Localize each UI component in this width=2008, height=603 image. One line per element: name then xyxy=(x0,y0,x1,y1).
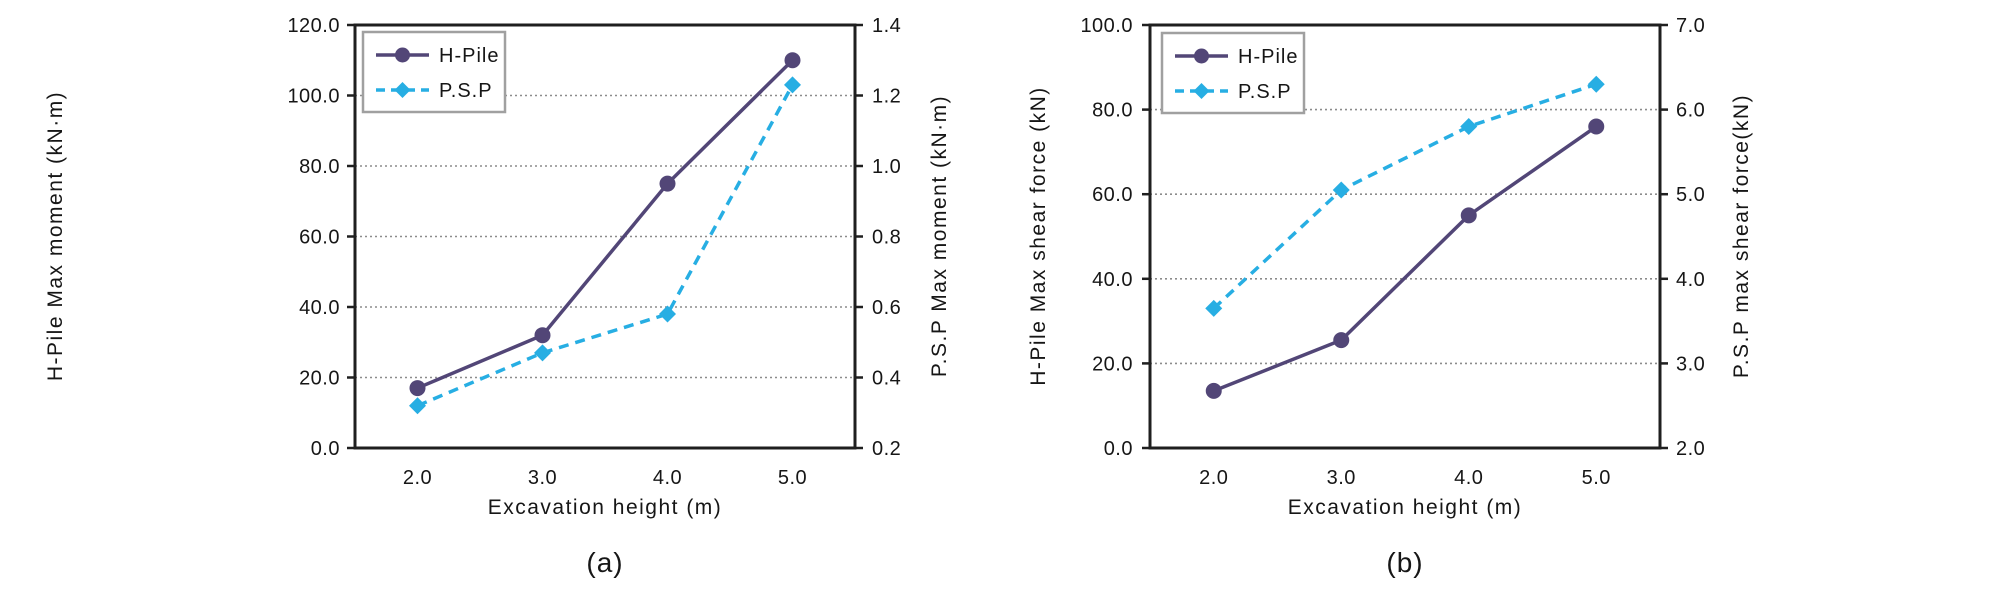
right-axis-tick-label: 2.0 xyxy=(1676,438,1705,460)
legend-label-p.s.p: P.S.P xyxy=(1238,81,1292,103)
series-line-h-pile xyxy=(416,59,794,390)
plot-frame xyxy=(1148,23,1662,450)
chart-b-caption: (b) xyxy=(1386,547,1423,578)
chart-a: 120.0 100.0 80.0 60.0 40.0 20.0 0.0 1.4 1.2 1.0 0.… xyxy=(44,15,951,578)
marker-p.s.p xyxy=(409,397,426,415)
left-axis-tick-label: 80.0 xyxy=(1092,100,1133,122)
left-axis-tick-label: 100.0 xyxy=(1080,15,1133,37)
x-axis-tick-label: 5.0 xyxy=(778,467,807,489)
left-axis-tick-label: 60.0 xyxy=(299,227,340,249)
right-axis-tick-label: 4.0 xyxy=(1676,269,1705,291)
legend-marker-p.s.p xyxy=(1193,83,1210,99)
marker-h-pile xyxy=(659,175,676,192)
x-axis-tick-label: 2.0 xyxy=(403,467,432,489)
left-axis-tick-label: 0.0 xyxy=(311,438,340,460)
chart-b: 100.0 80.0 60.0 40.0 20.0 0.0 7.0 6.0 5.0 4.0 3.0 2… xyxy=(1027,15,1753,578)
right-axis-tick-label: 7.0 xyxy=(1676,15,1705,37)
right-axis-tick-label: 1.0 xyxy=(872,156,901,178)
left-axis-tick-label: 100.0 xyxy=(287,86,340,108)
left-axis-tick-label: 80.0 xyxy=(299,156,340,178)
right-axis-tick-label: 0.2 xyxy=(872,438,901,460)
chart-b-plot: 100.0 80.0 60.0 40.0 20.0 0.0 7.0 6.0 5.0 4.0 3.0 2… xyxy=(1080,15,1705,489)
right-axis-tick-label: 3.0 xyxy=(1676,353,1705,375)
legend-marker-h-pile xyxy=(1194,48,1209,64)
marker-p.s.p xyxy=(784,76,801,94)
legend-label-h-pile: H-Pile xyxy=(439,45,499,67)
left-axis-tick-label: 40.0 xyxy=(299,297,340,319)
legend-marker-p.s.p xyxy=(394,82,411,98)
marker-p.s.p xyxy=(659,305,676,323)
left-axis-tick-label: 60.0 xyxy=(1092,184,1133,206)
right-axis-tick-label: 1.2 xyxy=(872,86,901,108)
series-line-p.s.p xyxy=(416,84,795,408)
legend-marker-h-pile xyxy=(395,47,410,63)
marker-h-pile xyxy=(409,380,426,397)
series-line-h-pile xyxy=(1213,125,1598,393)
marker-p.s.p xyxy=(1205,299,1223,317)
chart-b-left-axis-title: H-Pile Max shear force (kN) xyxy=(1027,86,1050,386)
right-axis-tick-label: 0.8 xyxy=(872,227,901,249)
left-axis-tick-label: 20.0 xyxy=(1092,353,1133,375)
marker-h-pile xyxy=(534,327,551,344)
marker-h-pile xyxy=(1460,207,1477,224)
x-axis-tick-label: 4.0 xyxy=(1454,467,1483,489)
right-axis-tick-label: 0.6 xyxy=(872,297,901,319)
marker-h-pile xyxy=(1205,382,1222,399)
legend-label-h-pile: H-Pile xyxy=(1238,46,1298,68)
right-axis-tick-label: 5.0 xyxy=(1676,184,1705,206)
chart-a-left-axis-title: H-Pile Max moment (kN·m) xyxy=(44,91,67,381)
marker-h-pile xyxy=(784,52,801,69)
marker-h-pile xyxy=(1588,118,1605,135)
marker-h-pile xyxy=(1333,332,1350,349)
marker-p.s.p xyxy=(1587,75,1605,93)
legend-box xyxy=(1160,31,1306,115)
chart-a-x-axis-title: Excavation height (m) xyxy=(488,496,723,519)
chart-a-right-axis-title: P.S.P Max moment (kN·m) xyxy=(928,95,951,377)
right-axis-tick-label: 1.4 xyxy=(872,15,901,37)
marker-p.s.p xyxy=(1460,118,1478,136)
marker-p.s.p xyxy=(1332,181,1350,199)
x-axis-tick-label: 2.0 xyxy=(1199,467,1228,489)
left-axis-tick-label: 20.0 xyxy=(299,368,340,390)
x-axis-tick-label: 4.0 xyxy=(653,467,682,489)
x-axis-tick-label: 5.0 xyxy=(1582,467,1611,489)
x-axis-tick-label: 3.0 xyxy=(528,467,557,489)
chart-b-right-axis-title: P.S.P max shear force(kN) xyxy=(1730,94,1753,378)
marker-p.s.p xyxy=(534,344,551,362)
left-axis-tick-label: 40.0 xyxy=(1092,269,1133,291)
right-axis-tick-label: 0.4 xyxy=(872,368,901,390)
chart-a-plot: 120.0 100.0 80.0 60.0 40.0 20.0 0.0 1.4 1.2 1.0 0.… xyxy=(287,15,901,489)
legend-label-p.s.p: P.S.P xyxy=(439,80,493,102)
x-axis-tick-label: 3.0 xyxy=(1327,467,1356,489)
right-axis-tick-label: 6.0 xyxy=(1676,100,1705,122)
legend-box xyxy=(361,30,507,114)
series-line-p.s.p xyxy=(1212,82,1597,310)
chart-b-x-axis-title: Excavation height (m) xyxy=(1288,496,1523,519)
chart-a-caption: (a) xyxy=(586,547,623,578)
left-axis-tick-label: 120.0 xyxy=(287,15,340,37)
left-axis-tick-label: 0.0 xyxy=(1104,438,1133,460)
